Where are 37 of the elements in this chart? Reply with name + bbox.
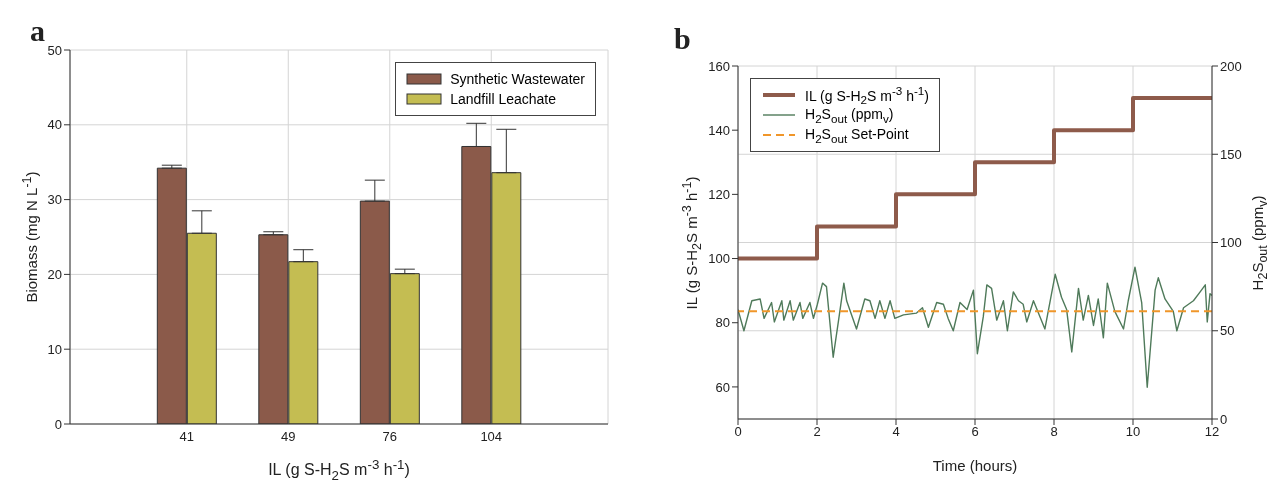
- y-tick-label: 120: [708, 186, 730, 202]
- y-tick-label: 140: [708, 122, 730, 138]
- x-axis-title: IL (g S-H$_{2}$S m$^{-3}$ h$^{-1}$): [268, 457, 410, 483]
- x-tick-label: 4: [892, 424, 900, 440]
- y-tick-label: 20: [47, 267, 62, 283]
- legend-label: Synthetic Wastewater: [450, 71, 585, 87]
- x-tick-label: 49: [281, 429, 296, 445]
- x-tick-label: 8: [1050, 424, 1058, 440]
- y2-tick-label: 50: [1220, 323, 1235, 339]
- chart-title: a: [30, 14, 45, 48]
- y2-tick-label: 150: [1220, 146, 1242, 162]
- chart-title: b: [674, 22, 691, 56]
- y2-tick-label: 200: [1220, 58, 1242, 74]
- y-tick-label: 80: [715, 315, 730, 331]
- legend-label: H$_{2}$S$_{out}$ Set-Point: [805, 125, 909, 145]
- y2-tick-label: 0: [1220, 411, 1228, 427]
- legend-label: Landfill Leachate: [450, 91, 556, 107]
- x-tick-label: 76: [382, 429, 397, 445]
- y2-tick-label: 100: [1220, 235, 1242, 251]
- x-axis-title: Time (hours): [932, 457, 1018, 474]
- line-series: [738, 266, 1212, 388]
- x-tick-label: 10: [1125, 424, 1141, 440]
- x-tick-label: 41: [179, 429, 194, 445]
- x-tick-label: 0: [734, 424, 742, 440]
- legend-label: H$_{2}$S$_{out}$ (ppm$_{v}$): [805, 105, 894, 125]
- x-tick-label: 6: [971, 424, 979, 440]
- y-tick-label: 60: [715, 379, 730, 395]
- y-tick-label: 40: [47, 117, 62, 133]
- y-tick-label: 30: [47, 192, 62, 208]
- x-tick-label: 104: [480, 429, 503, 445]
- x-tick-label: 2: [813, 424, 821, 440]
- y-tick-label: 100: [708, 251, 730, 267]
- y-tick-label: 50: [47, 42, 62, 58]
- y-tick-label: 10: [47, 341, 62, 357]
- legend-label: IL (g S-H$_{2}$S m$^{-3}$ h$^{-1}$): [805, 83, 929, 107]
- y-tick-label: 160: [708, 58, 730, 74]
- x-tick-label: 12: [1204, 424, 1220, 440]
